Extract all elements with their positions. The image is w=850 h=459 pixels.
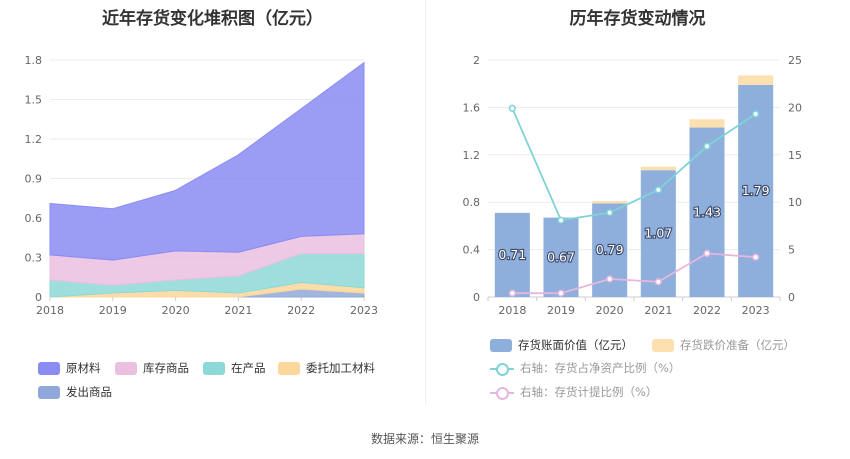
bar-data-label: 0.79	[596, 242, 624, 257]
legend-label: 发出商品	[66, 385, 112, 399]
line-右轴：存货计提比例（%）	[512, 252, 756, 295]
y-tick-label: 0.9	[25, 173, 43, 186]
bar-book-value	[738, 84, 774, 297]
legend-label: 右轴：存货计提比例（%）	[520, 385, 658, 399]
x-tick-label: 2023	[350, 304, 378, 317]
area-原材料	[49, 61, 365, 261]
legend-swatch	[203, 361, 225, 375]
x-tick-label: 2021	[224, 304, 252, 317]
bar-impairment	[640, 166, 676, 171]
bar-book-value	[543, 217, 579, 297]
line-point	[752, 110, 760, 118]
legend-line-marker	[490, 362, 514, 376]
legend-item-inventory-net-asset-ratio[interactable]: 右轴：存货占净资产比例（%）	[490, 360, 680, 376]
left-y-tick-label: 2	[473, 54, 480, 67]
right-y-tick-label: 25	[788, 54, 802, 67]
left-chart-title: 近年存货变化堆积图（亿元）	[102, 9, 323, 29]
y-tick-label: 0.6	[25, 212, 43, 225]
bar-data-label: 0.67	[547, 249, 575, 264]
bar-impairment	[738, 75, 774, 85]
x-tick-label: 2020	[162, 304, 190, 317]
legend-swatch	[278, 361, 300, 375]
legend-label: 在产品	[231, 361, 266, 375]
data-source-note: 数据来源：恒生聚源	[370, 432, 479, 446]
bar-book-value	[494, 212, 530, 297]
line-point	[654, 278, 662, 286]
legend-item-work-in-progress[interactable]: 在产品	[203, 360, 266, 376]
x-tick-label: 2019	[547, 304, 575, 317]
x-tick-label: 2020	[596, 304, 624, 317]
bar-data-label: 0.71	[498, 247, 526, 262]
line-point	[508, 104, 516, 112]
legend-swatch	[490, 338, 512, 352]
legend-label: 库存商品	[143, 361, 189, 375]
left-y-tick-label: 1.6	[463, 101, 481, 114]
left-y-tick-label: 0.4	[463, 244, 481, 257]
legend-item-impairment[interactable]: 存货跌价准备（亿元）	[652, 337, 795, 353]
legend-item-finished-goods[interactable]: 库存商品	[115, 360, 189, 376]
legend-item-raw-materials[interactable]: 原材料	[38, 360, 101, 376]
legend-swatch	[38, 361, 60, 375]
line-point	[606, 209, 614, 217]
y-tick-label: 0	[35, 291, 42, 304]
legend-label: 委托加工材料	[306, 361, 375, 375]
line-point	[703, 249, 711, 257]
legend-label: 存货账面价值（亿元）	[518, 338, 633, 352]
line-point	[752, 253, 760, 261]
line-point	[508, 289, 516, 297]
right-y-tick-label: 20	[788, 101, 802, 114]
bar-data-label: 1.79	[742, 183, 770, 198]
bar-impairment	[689, 119, 725, 128]
line-point	[606, 275, 614, 283]
left-y-tick-label: 0.8	[463, 196, 481, 209]
left-y-tick-label: 0	[473, 291, 480, 304]
legend-item-consigned-materials[interactable]: 委托加工材料	[278, 360, 375, 376]
legend-item-provision-ratio[interactable]: 右轴：存货计提比例（%）	[490, 384, 657, 400]
y-tick-label: 1.8	[25, 54, 43, 67]
bar-data-label: 1.07	[644, 226, 672, 241]
line-右轴：存货占净资产比例（%）	[511, 107, 757, 222]
legend-line-marker	[490, 386, 514, 400]
x-tick-label: 2018	[36, 304, 64, 317]
right-chart-title: 历年存货变动情况	[569, 9, 706, 29]
line-point	[654, 186, 662, 194]
line-point	[703, 142, 711, 150]
x-tick-label: 2019	[99, 304, 127, 317]
panel-divider	[425, 0, 426, 405]
legend-swatch	[38, 385, 60, 399]
line-point	[557, 289, 565, 297]
y-tick-label: 0.3	[25, 252, 43, 265]
x-tick-label: 2018	[498, 304, 526, 317]
legend-label: 原材料	[66, 361, 101, 375]
left-stacked-area-chart: 0 0.3 0.6 0.9 1.2 1.5 1.8 2018 2019 2020 2021 2022 2…	[25, 54, 379, 317]
bar-impairment	[592, 201, 628, 204]
legend-swatch	[652, 338, 674, 352]
line-point	[557, 216, 565, 224]
right-y-tick-label: 15	[788, 149, 802, 162]
legend-item-book-value[interactable]: 存货账面价值（亿元）	[490, 337, 633, 353]
right-y-tick-label: 5	[788, 244, 795, 257]
right-y-tick-label: 10	[788, 196, 802, 209]
y-tick-label: 1.5	[25, 94, 43, 107]
y-tick-label: 1.2	[25, 133, 43, 146]
x-tick-label: 2023	[742, 304, 770, 317]
x-tick-label: 2022	[287, 304, 315, 317]
legend-label: 存货跌价准备（亿元）	[680, 338, 795, 352]
x-tick-label: 2021	[644, 304, 672, 317]
legend-label: 右轴：存货占净资产比例（%）	[520, 361, 681, 375]
left-y-tick-label: 1.2	[463, 149, 481, 162]
right-y-tick-label: 0	[788, 291, 795, 304]
x-tick-label: 2022	[693, 304, 721, 317]
legend-swatch	[115, 361, 137, 375]
bar-data-label: 1.43	[693, 204, 721, 219]
legend-item-goods-shipped[interactable]: 发出商品	[38, 384, 112, 400]
